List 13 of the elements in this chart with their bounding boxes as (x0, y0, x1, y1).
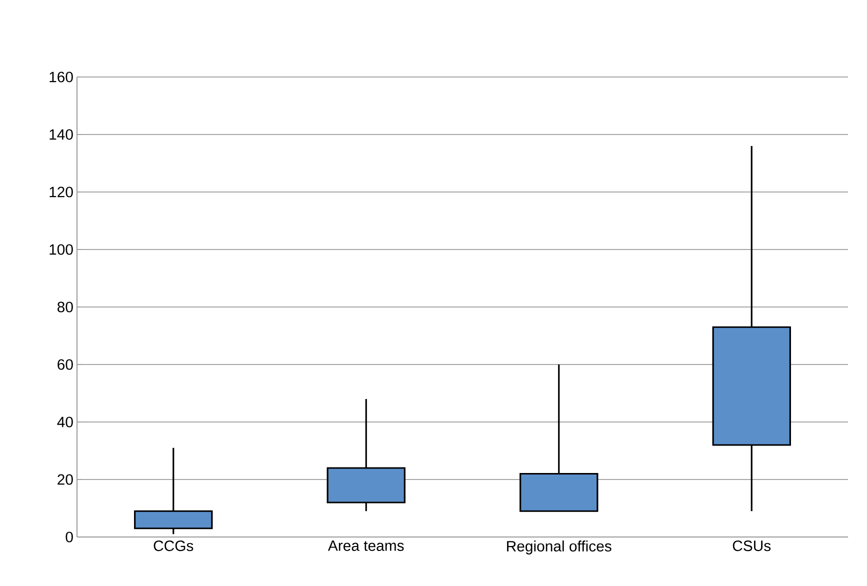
x-tick-label: CSUs (732, 540, 771, 552)
y-tick-label: 40 (57, 416, 73, 428)
y-tick-label: 20 (58, 474, 73, 485)
y-tick-label: 140 (50, 129, 73, 140)
y-tick-label: 100 (50, 244, 73, 255)
y-tick-label: 120 (50, 186, 73, 198)
y-tick-label: 80 (58, 302, 73, 312)
x-tick-label: Area teams (328, 540, 404, 551)
y-tick-label: 0 (66, 532, 73, 542)
y-tick-label: 160 (50, 72, 73, 82)
y-tick-label: 60 (58, 359, 73, 370)
x-tick-label: Regional offices (507, 540, 612, 554)
x-tick-label: CCGs (154, 540, 194, 552)
